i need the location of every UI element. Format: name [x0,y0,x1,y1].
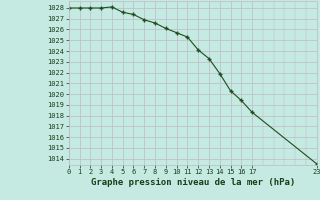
X-axis label: Graphe pression niveau de la mer (hPa): Graphe pression niveau de la mer (hPa) [91,178,295,187]
